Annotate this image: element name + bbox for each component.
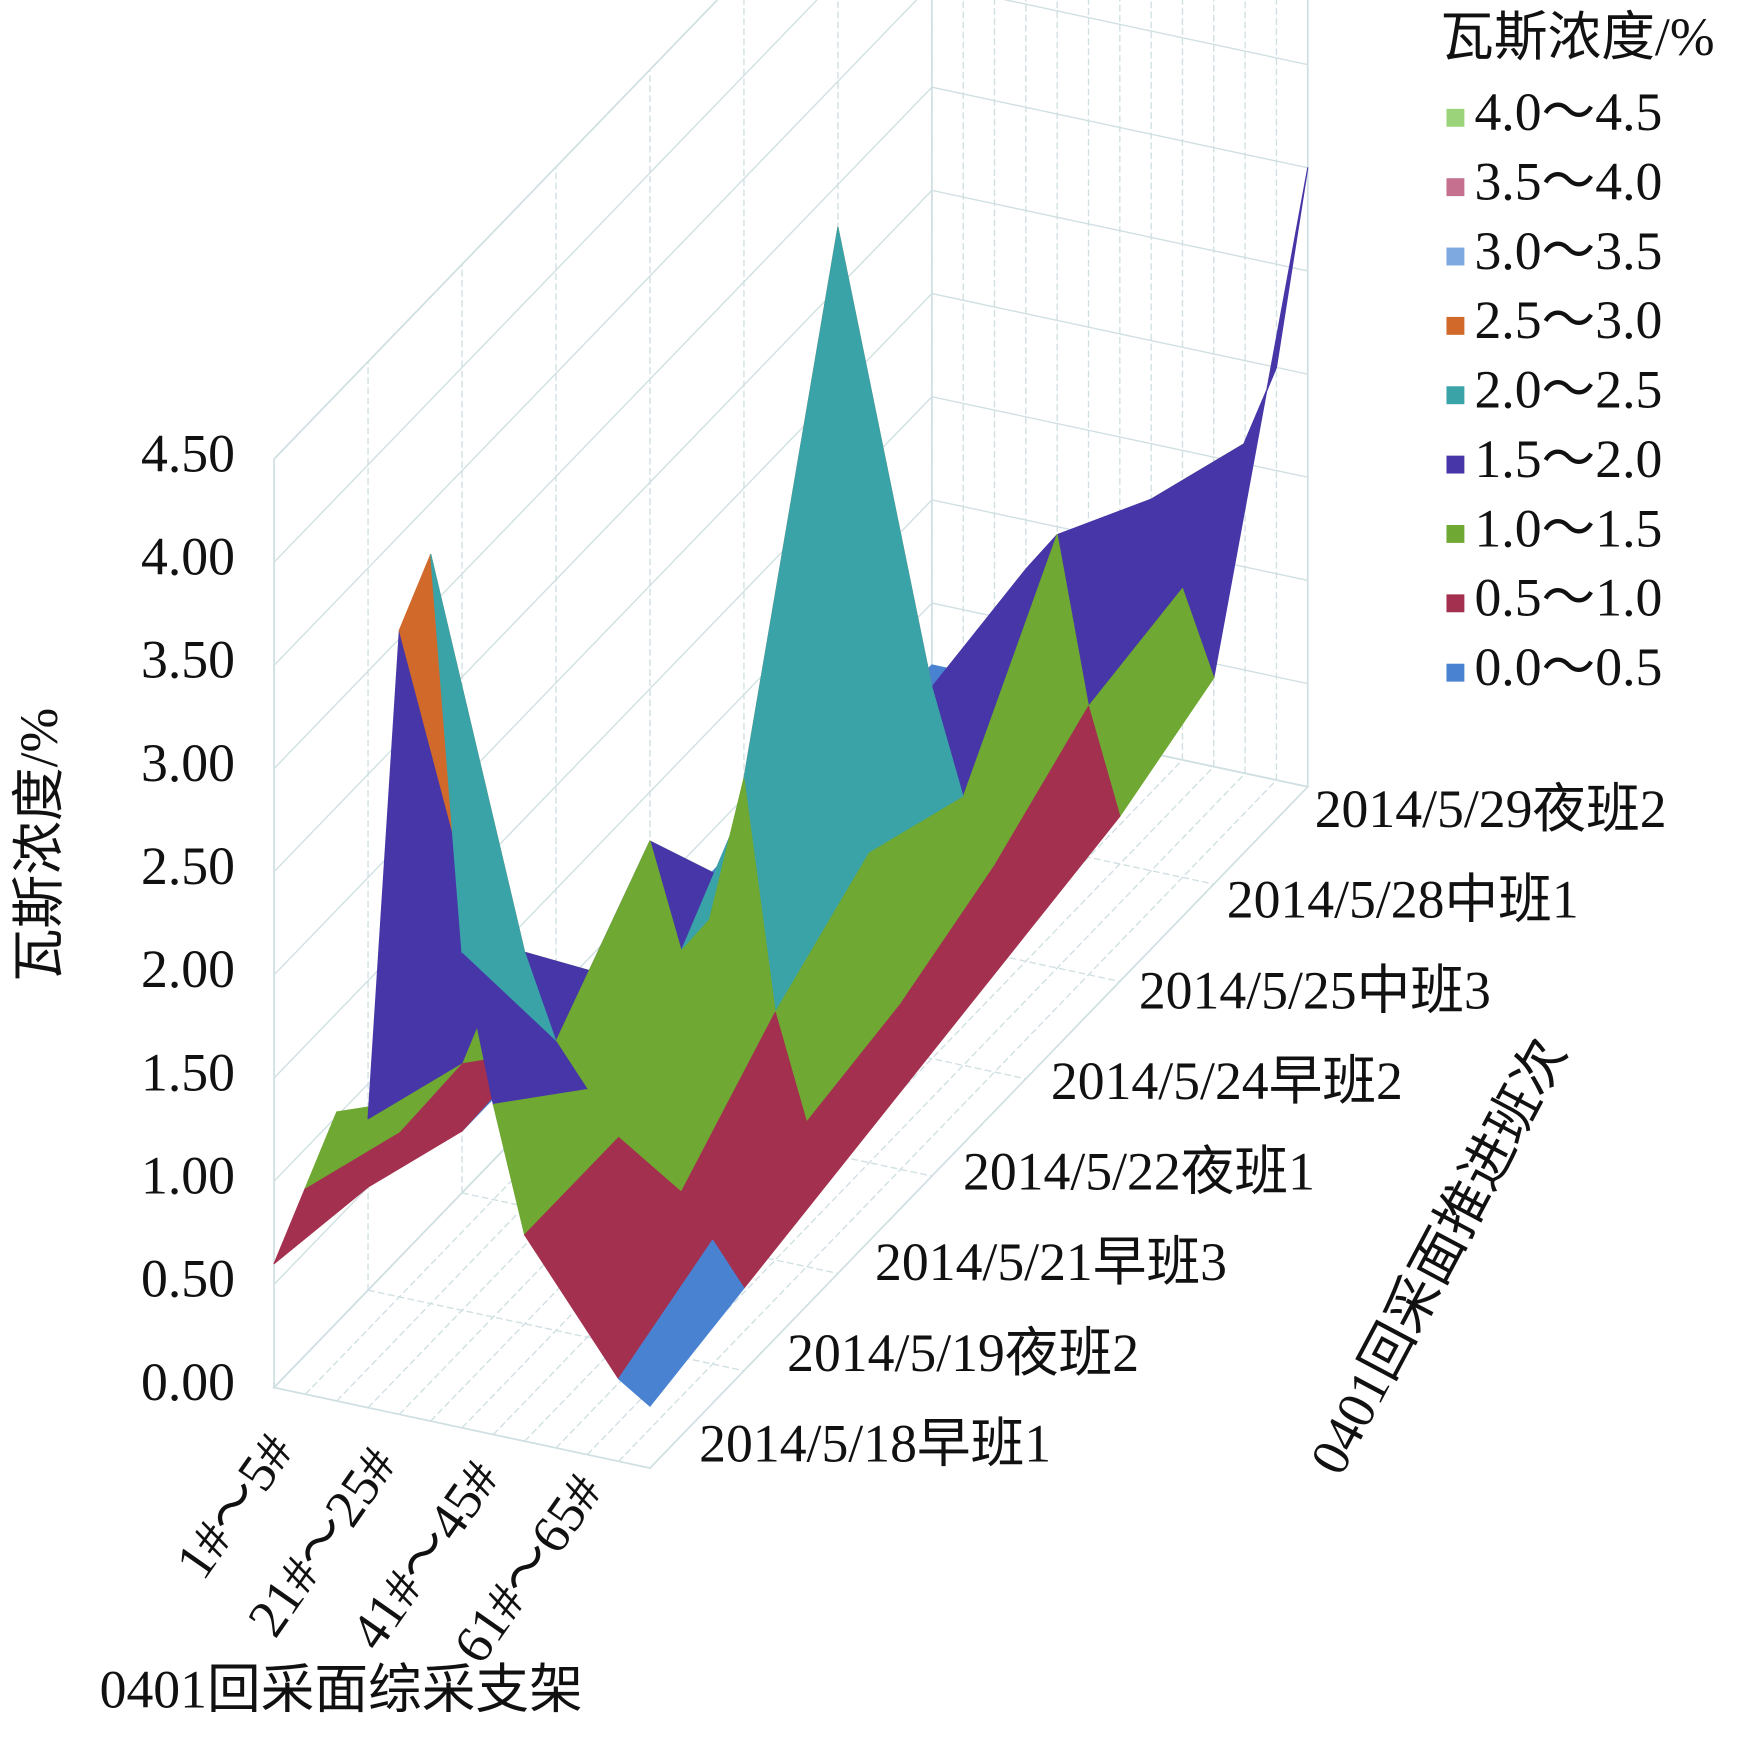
grid-line xyxy=(931,189,1308,272)
z-tick-label: 2.00 xyxy=(141,939,235,999)
legend-label: 2.5～3.0 xyxy=(1474,290,1662,350)
legend-swatch xyxy=(1446,108,1465,127)
z-tick-label: 1.50 xyxy=(141,1042,235,1102)
y-tick-label: 2014/5/19夜班2 xyxy=(787,1323,1139,1383)
y-tick-label: 2014/5/24早班2 xyxy=(1051,1051,1403,1111)
legend-swatch xyxy=(1446,663,1465,682)
y-tick-label: 2014/5/18早班1 xyxy=(699,1413,1051,1473)
grid-line xyxy=(931,292,1308,375)
legend-label: 2.0～2.5 xyxy=(1474,360,1662,420)
z-tick-label: 2.50 xyxy=(141,836,235,896)
legend-label: 1.5～2.0 xyxy=(1474,429,1662,489)
z-tick-label: 0.50 xyxy=(141,1249,235,1309)
legend-label: 0.5～1.0 xyxy=(1474,568,1662,628)
grid-line xyxy=(1003,0,1308,66)
legend-swatch xyxy=(1446,594,1465,613)
y-tick-label: 2014/5/21早班3 xyxy=(875,1232,1227,1292)
x-axis-title: 0401回采面综采支架 xyxy=(100,1659,583,1719)
grid-line xyxy=(273,0,918,666)
z-tick-label: 1.00 xyxy=(141,1146,235,1206)
legend-swatch xyxy=(1446,316,1465,335)
z-tick-label: 3.50 xyxy=(141,630,235,690)
legend-swatch xyxy=(1446,386,1465,405)
legend-label: 3.0～3.5 xyxy=(1474,221,1662,281)
grid-line xyxy=(273,0,719,460)
legend-swatch xyxy=(1446,178,1465,197)
grid-line xyxy=(273,189,933,873)
y-tick-label: 2014/5/29夜班2 xyxy=(1315,779,1667,839)
y-tick-label: 2014/5/28中班1 xyxy=(1227,870,1579,930)
z-tick-label: 3.00 xyxy=(141,733,235,793)
legend-label: 1.0～1.5 xyxy=(1474,498,1662,558)
grid-line xyxy=(273,86,933,769)
floor-line xyxy=(618,779,1277,1462)
surface-cell xyxy=(618,1239,745,1407)
z-axis-title: 瓦斯浓度/% xyxy=(9,708,69,982)
legend-label: 0.0～0.5 xyxy=(1474,637,1662,697)
y-tick-label: 2014/5/25中班3 xyxy=(1139,960,1491,1020)
z-tick-label: 4.50 xyxy=(141,423,235,483)
legend-title: 瓦斯浓度/% xyxy=(1440,7,1714,67)
floor-line xyxy=(649,786,1309,1469)
floor-line xyxy=(586,772,1246,1456)
legend-swatch xyxy=(1446,455,1465,474)
grid-line xyxy=(273,0,818,563)
legend-swatch xyxy=(1446,247,1465,266)
y-tick-label: 2014/5/22夜班1 xyxy=(963,1142,1315,1202)
legend-label: 3.5～4.0 xyxy=(1474,151,1662,211)
legend-label: 4.0～4.5 xyxy=(1474,82,1662,142)
surface xyxy=(273,167,1309,1407)
z-tick-label: 0.00 xyxy=(141,1352,235,1412)
grid-line xyxy=(931,86,1308,169)
z-tick-label: 4.00 xyxy=(141,526,235,586)
legend-swatch xyxy=(1446,525,1465,543)
